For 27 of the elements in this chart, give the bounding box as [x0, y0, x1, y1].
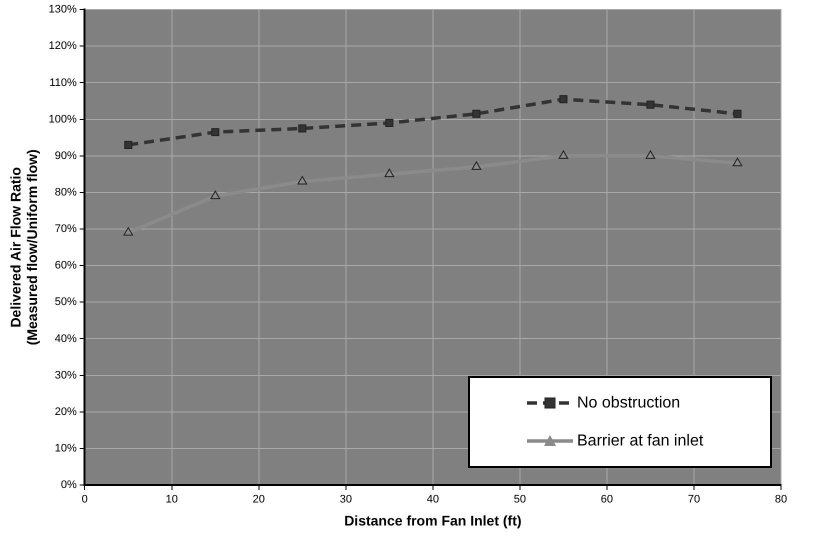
legend-label: No obstruction [577, 394, 680, 412]
y-tick-label: 40% [54, 332, 77, 345]
x-tick-label: 0 [82, 494, 88, 506]
x-tick-label: 70 [688, 494, 700, 506]
x-axis-title: Distance from Fan Inlet (ft) [344, 512, 522, 528]
x-tick-label: 30 [340, 494, 352, 506]
y-tick-label: 90% [54, 150, 77, 162]
x-tick-label: 10 [166, 494, 178, 506]
x-tick-label: 50 [514, 494, 526, 506]
y-axis-title: Delivered Air Flow Ratio (Measured flow/Uniform flow) [7, 149, 40, 346]
x-tick-label: 40 [426, 494, 439, 506]
y-tick-label: 80% [54, 186, 77, 198]
x-tick-label: 20 [252, 494, 265, 506]
y-tick-label: 120% [48, 40, 77, 52]
y-tick-label: 110% [49, 76, 77, 89]
y-tick-label: 70% [54, 223, 77, 236]
y-tick-label: 0% [60, 479, 77, 492]
y-tick-label: 130% [48, 4, 77, 16]
y-tick-label: 20% [54, 406, 77, 418]
y-tick-label: 100% [48, 113, 77, 126]
y-tick-label: 60% [54, 260, 77, 272]
y-tick-label: 10% [54, 442, 77, 454]
y-tick-label: 50% [54, 296, 77, 308]
y-tick-label: 30% [54, 369, 77, 382]
x-tick-label: 80 [774, 494, 788, 506]
legend-label: Barrier at fan inlet [577, 432, 704, 450]
x-tick-label: 60 [600, 494, 614, 506]
